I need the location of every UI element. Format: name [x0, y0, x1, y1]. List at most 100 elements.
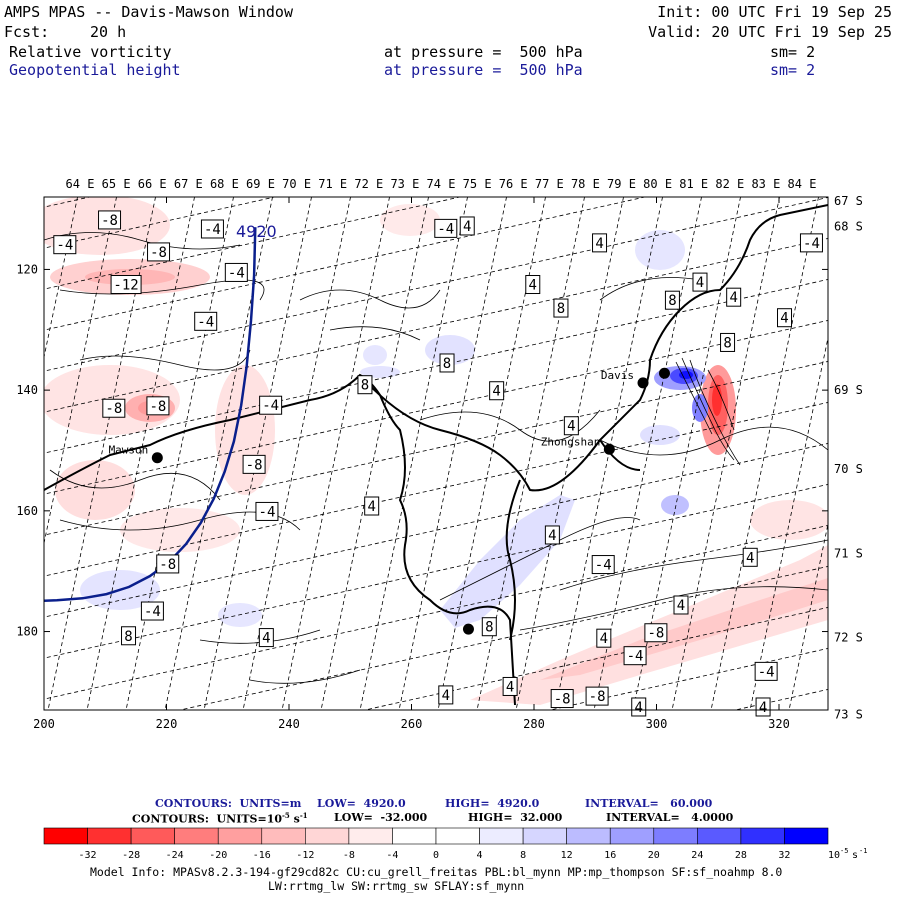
colorbar-tick-label: -12: [296, 850, 314, 861]
latitude-label: 69 S: [834, 383, 863, 397]
contour-label-box: [592, 233, 608, 253]
longitude-label: 73 E: [390, 177, 419, 191]
contour-label: 4: [529, 278, 537, 294]
contour-label-box: [585, 686, 609, 706]
field2-name: Geopotential height: [9, 61, 181, 79]
contour-label-box: [242, 454, 266, 474]
contour-label-box: [259, 395, 283, 415]
contour-label-box: [438, 685, 454, 705]
contour-label: 4: [635, 700, 643, 716]
contour-label: 4: [367, 499, 375, 515]
contour-label: -4: [803, 236, 820, 252]
contour-label-box: [357, 375, 373, 395]
contour-label-box: [596, 628, 612, 648]
init-time: Init: 00 UTC Fri 19 Sep 25: [657, 3, 892, 21]
height-contour-label: 4920: [236, 222, 277, 241]
contour-label: 4: [567, 419, 575, 435]
parallel-line: [44, 197, 828, 372]
colorbar-tick-label: 32: [778, 850, 790, 861]
colorbar-tick-label: 0: [433, 850, 439, 861]
longitude-label: 68 E: [210, 177, 239, 191]
contour-label-box: [140, 601, 164, 621]
contour-label: -8: [150, 245, 167, 261]
contours2-high: HIGH= 32.000: [468, 811, 563, 824]
contour-label-box: [102, 398, 126, 418]
field1-smoothing: sm= 2: [770, 43, 816, 61]
station-marker: [637, 377, 649, 389]
x-tick-label: 200: [33, 717, 55, 731]
meridian-line: [398, 197, 507, 710]
contour-label: -4: [758, 664, 775, 680]
longitude-label: 81 E: [679, 177, 708, 191]
contour-label: -4: [262, 398, 279, 414]
meridian-line: [0, 190, 1, 715]
station-marker: [151, 452, 163, 464]
colorbar-swatch: [174, 827, 219, 845]
contour-label: 4: [548, 528, 556, 544]
contour-label-box: [673, 595, 689, 615]
parallel-line: [44, 484, 828, 659]
parallel-line: [44, 525, 828, 700]
colorbar-swatch: [653, 827, 698, 845]
station-label: Zhongshan: [541, 435, 601, 448]
contour-label: 4: [492, 384, 500, 400]
colorbar-swatch: [305, 827, 350, 845]
meridian-line: [866, 190, 900, 715]
contour-label-box: [439, 353, 455, 373]
meridian-line: [515, 197, 624, 710]
colorbar-swatch: [479, 827, 524, 845]
contour-label-box: [563, 416, 579, 436]
parallel-line: [40, 0, 830, 44]
contour-label-box: [156, 554, 180, 574]
contour-label: -8: [589, 689, 606, 705]
latitude-label: 71 S: [834, 546, 863, 560]
parallel-line: [44, 279, 828, 454]
longitude-label: 84 E: [788, 177, 817, 191]
parallel-line: [44, 197, 647, 331]
contour-label-box: [777, 308, 793, 328]
contour-label: -8: [105, 401, 122, 417]
contour-label: -8: [149, 399, 166, 415]
meridian-line: [44, 197, 117, 546]
contour-label-box: [200, 219, 224, 239]
y-tick-label: 140: [16, 383, 38, 397]
contour-label: 4: [746, 550, 754, 566]
longitude-label: 74 E: [427, 177, 456, 191]
colorbar-swatch: [392, 827, 437, 845]
parallel-line: [44, 361, 828, 536]
x-tick-label: 220: [156, 717, 178, 731]
contour-label-box: [502, 676, 518, 696]
meridian-line: [281, 197, 390, 710]
contour-label: -4: [228, 265, 245, 281]
field2-level: at pressure = 500 hPa: [384, 61, 583, 79]
contour-label: -8: [554, 692, 571, 708]
contour-label: 4: [600, 631, 608, 647]
colorbar-swatch: [87, 827, 132, 845]
colorbar-tick-label: 8: [520, 850, 526, 861]
contour-label-box: [726, 287, 742, 307]
contour-label: 4: [595, 236, 603, 252]
meridian-line: [593, 197, 702, 710]
contour-label: 4: [262, 631, 270, 647]
y-tick-label: 160: [16, 504, 38, 518]
contour-label: 4: [696, 275, 704, 291]
colorbar-tick-label: -32: [79, 850, 97, 861]
contour-label-box: [224, 262, 248, 282]
meridian-line: [671, 197, 780, 710]
contour-label-box: [631, 697, 647, 717]
colorbar-units-exp: -5: [840, 847, 848, 855]
contour-label: -8: [159, 557, 176, 573]
contour-label: -8: [101, 213, 118, 229]
station-marker: [462, 623, 474, 635]
parallel-line: [44, 197, 462, 290]
meridian-line: [320, 197, 429, 710]
contour-label: 4: [506, 679, 514, 695]
meridian-line: [437, 197, 546, 710]
y-tick-label: 120: [16, 262, 38, 276]
contour-label-box: [544, 525, 560, 545]
colorbar-tick-label: 28: [735, 850, 747, 861]
meridian-line: [476, 197, 585, 710]
latitude-label: 68 S: [834, 219, 863, 233]
contour-label-box: [644, 623, 668, 643]
